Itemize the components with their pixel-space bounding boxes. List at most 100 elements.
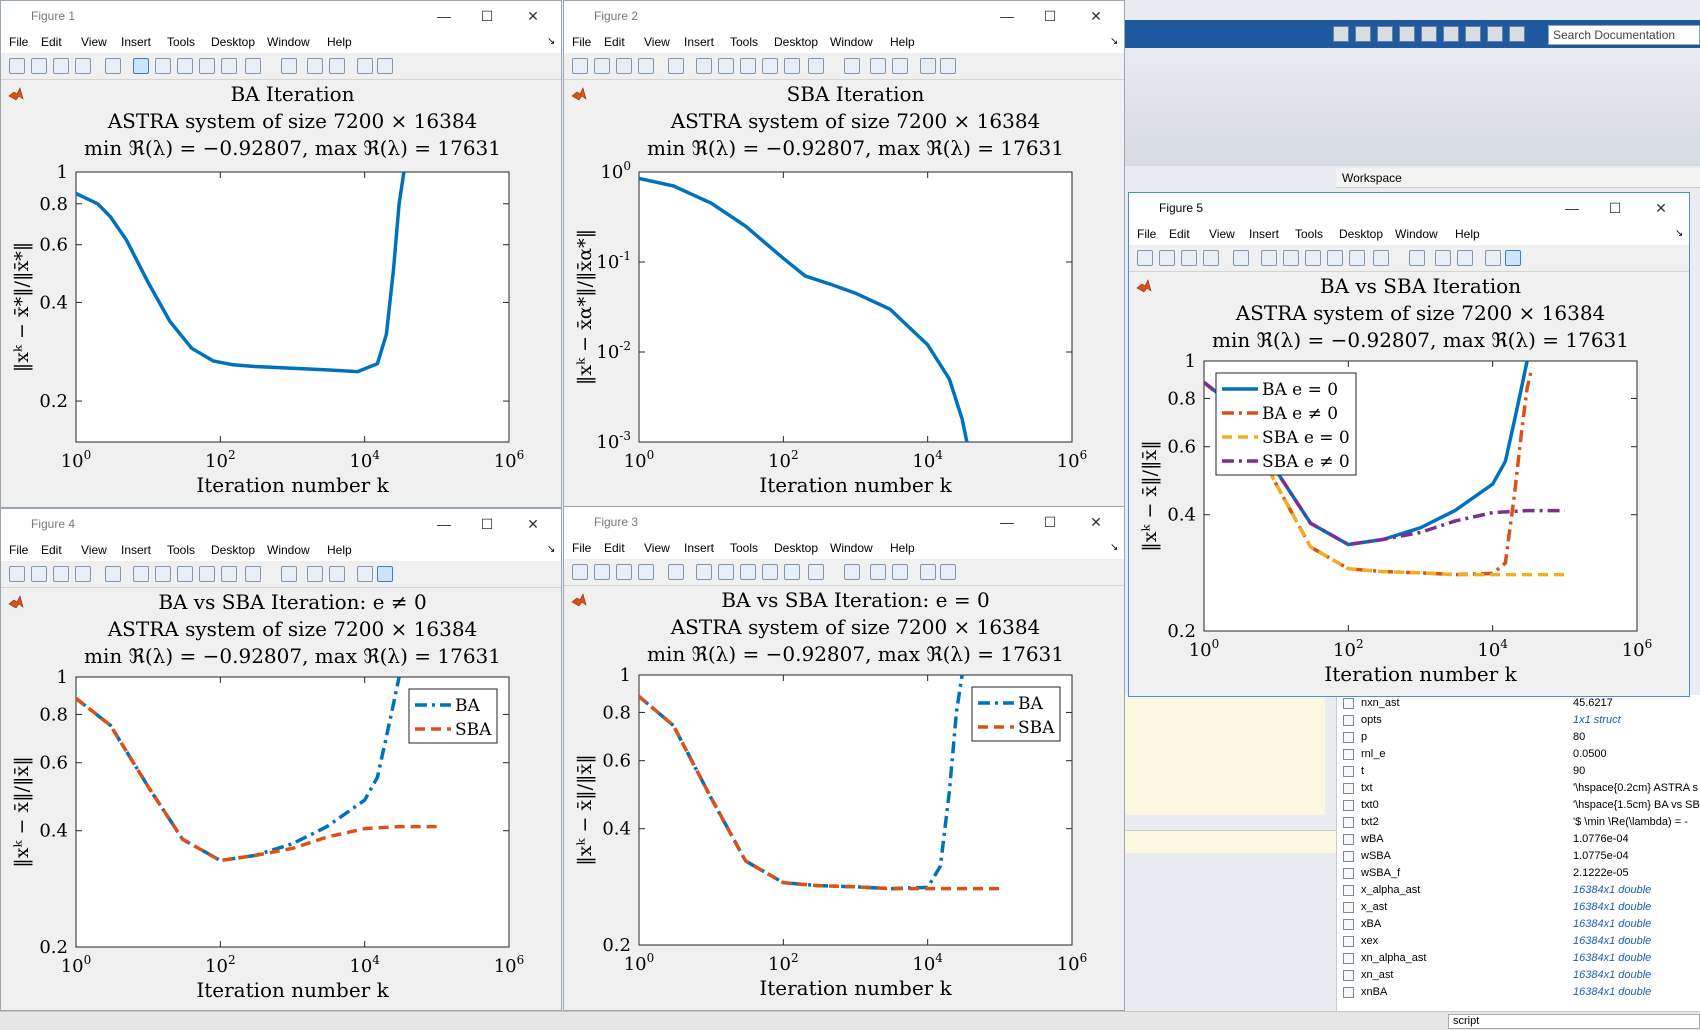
figure-3-window[interactable]: Figure 3 — ☐ ✕ File Edit View Insert Tools Deskto… bbox=[563, 506, 1125, 1011]
insert-colorbar-icon[interactable] bbox=[870, 58, 886, 74]
insert-legend-icon[interactable] bbox=[892, 564, 908, 580]
link-plot-icon[interactable] bbox=[844, 564, 860, 580]
zoom-in-icon[interactable] bbox=[696, 564, 712, 580]
figure-title-bar[interactable]: Figure 2 — ☐ ✕ bbox=[564, 1, 1124, 101]
pan-hand-icon[interactable] bbox=[740, 58, 756, 74]
rotate-3d-icon[interactable] bbox=[199, 566, 215, 582]
figure-title-bar[interactable]: Figure 1 — ☐ ✕ bbox=[1, 1, 561, 101]
link-plot-icon[interactable] bbox=[1409, 250, 1425, 266]
zoom-out-icon[interactable] bbox=[155, 566, 171, 582]
menu-help[interactable]: Help bbox=[890, 35, 915, 49]
menu-tools[interactable]: Tools bbox=[730, 35, 759, 49]
menu-help[interactable]: Help bbox=[890, 541, 915, 555]
menu-window[interactable]: Window bbox=[1395, 227, 1438, 241]
zoom-in-icon[interactable] bbox=[1261, 250, 1277, 266]
workspace-row[interactable]: nxn_ast 45.6217 bbox=[1337, 695, 1700, 712]
menu-tools[interactable]: Tools bbox=[730, 541, 759, 555]
menu-desktop[interactable]: Desktop bbox=[211, 35, 256, 49]
menu-edit[interactable]: Edit bbox=[41, 543, 62, 557]
maximize-button[interactable]: ☐ bbox=[1608, 200, 1622, 216]
undo-icon[interactable] bbox=[1443, 26, 1459, 42]
brush-icon[interactable] bbox=[808, 564, 824, 580]
open-file-icon[interactable] bbox=[1159, 250, 1175, 266]
workspace-row[interactable]: txt0 '\hspace{1.5cm} BA vs SB bbox=[1337, 797, 1700, 814]
open-file-icon[interactable] bbox=[31, 58, 47, 74]
save-figure-icon[interactable] bbox=[616, 58, 632, 74]
new-figure-icon[interactable] bbox=[1137, 250, 1153, 266]
close-button[interactable]: ✕ bbox=[527, 516, 539, 532]
menu-insert[interactable]: Insert bbox=[684, 541, 715, 555]
workspace-row[interactable]: rnl_e 0.0500 bbox=[1337, 746, 1700, 763]
menu-window[interactable]: Window bbox=[830, 35, 873, 49]
menu-desktop[interactable]: Desktop bbox=[774, 35, 819, 49]
link-plot-icon[interactable] bbox=[281, 58, 297, 74]
menu-edit[interactable]: Edit bbox=[41, 35, 62, 49]
select-arrow-icon[interactable] bbox=[668, 564, 684, 580]
minimize-button[interactable]: — bbox=[1565, 200, 1579, 216]
paste-icon[interactable] bbox=[1421, 26, 1437, 42]
figure-1-window[interactable]: Figure 1 — ☐ ✕ File Edit View Insert Tools Deskto… bbox=[0, 0, 562, 508]
rotate-3d-icon[interactable] bbox=[762, 564, 778, 580]
menu-edit[interactable]: Edit bbox=[604, 35, 625, 49]
open-file-icon[interactable] bbox=[594, 58, 610, 74]
workspace-row[interactable]: wBA 1.0776e-04 bbox=[1337, 831, 1700, 848]
menu-file[interactable]: File bbox=[1137, 227, 1157, 241]
close-button[interactable]: ✕ bbox=[527, 8, 539, 24]
new-figure-icon[interactable] bbox=[572, 564, 588, 580]
workspace-row[interactable]: xnBA 16384x1 double bbox=[1337, 984, 1700, 1001]
insert-colorbar-icon[interactable] bbox=[307, 566, 323, 582]
zoom-out-icon[interactable] bbox=[718, 58, 734, 74]
save-figure-icon[interactable] bbox=[53, 566, 69, 582]
zoom-out-icon[interactable] bbox=[155, 58, 171, 74]
menu-insert[interactable]: Insert bbox=[1249, 227, 1280, 241]
print-figure-icon[interactable] bbox=[1203, 250, 1219, 266]
show-plot-tools-icon[interactable] bbox=[377, 58, 393, 74]
zoom-out-icon[interactable] bbox=[1283, 250, 1299, 266]
figure-title-bar[interactable]: Figure 5 — ☐ ✕ bbox=[1129, 193, 1689, 293]
dock-arrow-icon[interactable]: ↘ bbox=[1110, 542, 1119, 553]
menu-tools[interactable]: Tools bbox=[1295, 227, 1324, 241]
maximize-button[interactable]: ☐ bbox=[480, 8, 494, 24]
close-button[interactable]: ✕ bbox=[1090, 514, 1102, 530]
menu-insert[interactable]: Insert bbox=[121, 35, 152, 49]
data-cursor-icon[interactable] bbox=[221, 58, 237, 74]
print-figure-icon[interactable] bbox=[638, 58, 654, 74]
figure-2-window[interactable]: Figure 2 — ☐ ✕ File Edit View Insert Tools Deskto… bbox=[563, 0, 1125, 508]
workspace-row[interactable]: x_alpha_ast 16384x1 double bbox=[1337, 882, 1700, 899]
new-figure-icon[interactable] bbox=[9, 58, 25, 74]
data-cursor-icon[interactable] bbox=[784, 58, 800, 74]
menu-edit[interactable]: Edit bbox=[604, 541, 625, 555]
menu-window[interactable]: Window bbox=[830, 541, 873, 555]
zoom-in-icon[interactable] bbox=[696, 58, 712, 74]
insert-legend-icon[interactable] bbox=[892, 58, 908, 74]
save-figure-icon[interactable] bbox=[616, 564, 632, 580]
maximize-button[interactable]: ☐ bbox=[1043, 8, 1057, 24]
insert-colorbar-icon[interactable] bbox=[1435, 250, 1451, 266]
pan-hand-icon[interactable] bbox=[177, 58, 193, 74]
workspace-row[interactable]: opts 1x1 struct bbox=[1337, 712, 1700, 729]
save-icon[interactable] bbox=[1355, 26, 1371, 42]
show-plot-tools-icon[interactable] bbox=[940, 58, 956, 74]
menu-view[interactable]: View bbox=[81, 543, 107, 557]
maximize-button[interactable]: ☐ bbox=[1043, 514, 1057, 530]
dock-arrow-icon[interactable]: ↘ bbox=[1675, 228, 1684, 239]
link-plot-icon[interactable] bbox=[844, 58, 860, 74]
workspace-row[interactable]: t 90 bbox=[1337, 763, 1700, 780]
figure-4-window[interactable]: Figure 4 — ☐ ✕ File Edit View Insert Tools Deskto… bbox=[0, 508, 562, 1011]
print-figure-icon[interactable] bbox=[75, 58, 91, 74]
figure-title-bar[interactable]: Figure 3 — ☐ ✕ bbox=[564, 507, 1124, 607]
select-arrow-icon[interactable] bbox=[105, 58, 121, 74]
menu-edit[interactable]: Edit bbox=[1169, 227, 1190, 241]
script-field[interactable]: script bbox=[1448, 1014, 1700, 1029]
save-figure-icon[interactable] bbox=[53, 58, 69, 74]
menu-desktop[interactable]: Desktop bbox=[774, 541, 819, 555]
rotate-3d-icon[interactable] bbox=[762, 58, 778, 74]
select-arrow-icon[interactable] bbox=[1233, 250, 1249, 266]
maximize-button[interactable]: ☐ bbox=[480, 516, 494, 532]
menu-view[interactable]: View bbox=[644, 541, 670, 555]
new-figure-icon[interactable] bbox=[572, 58, 588, 74]
menu-help[interactable]: Help bbox=[327, 543, 352, 557]
pan-hand-icon[interactable] bbox=[740, 564, 756, 580]
link-plot-icon[interactable] bbox=[281, 566, 297, 582]
insert-legend-icon[interactable] bbox=[1457, 250, 1473, 266]
